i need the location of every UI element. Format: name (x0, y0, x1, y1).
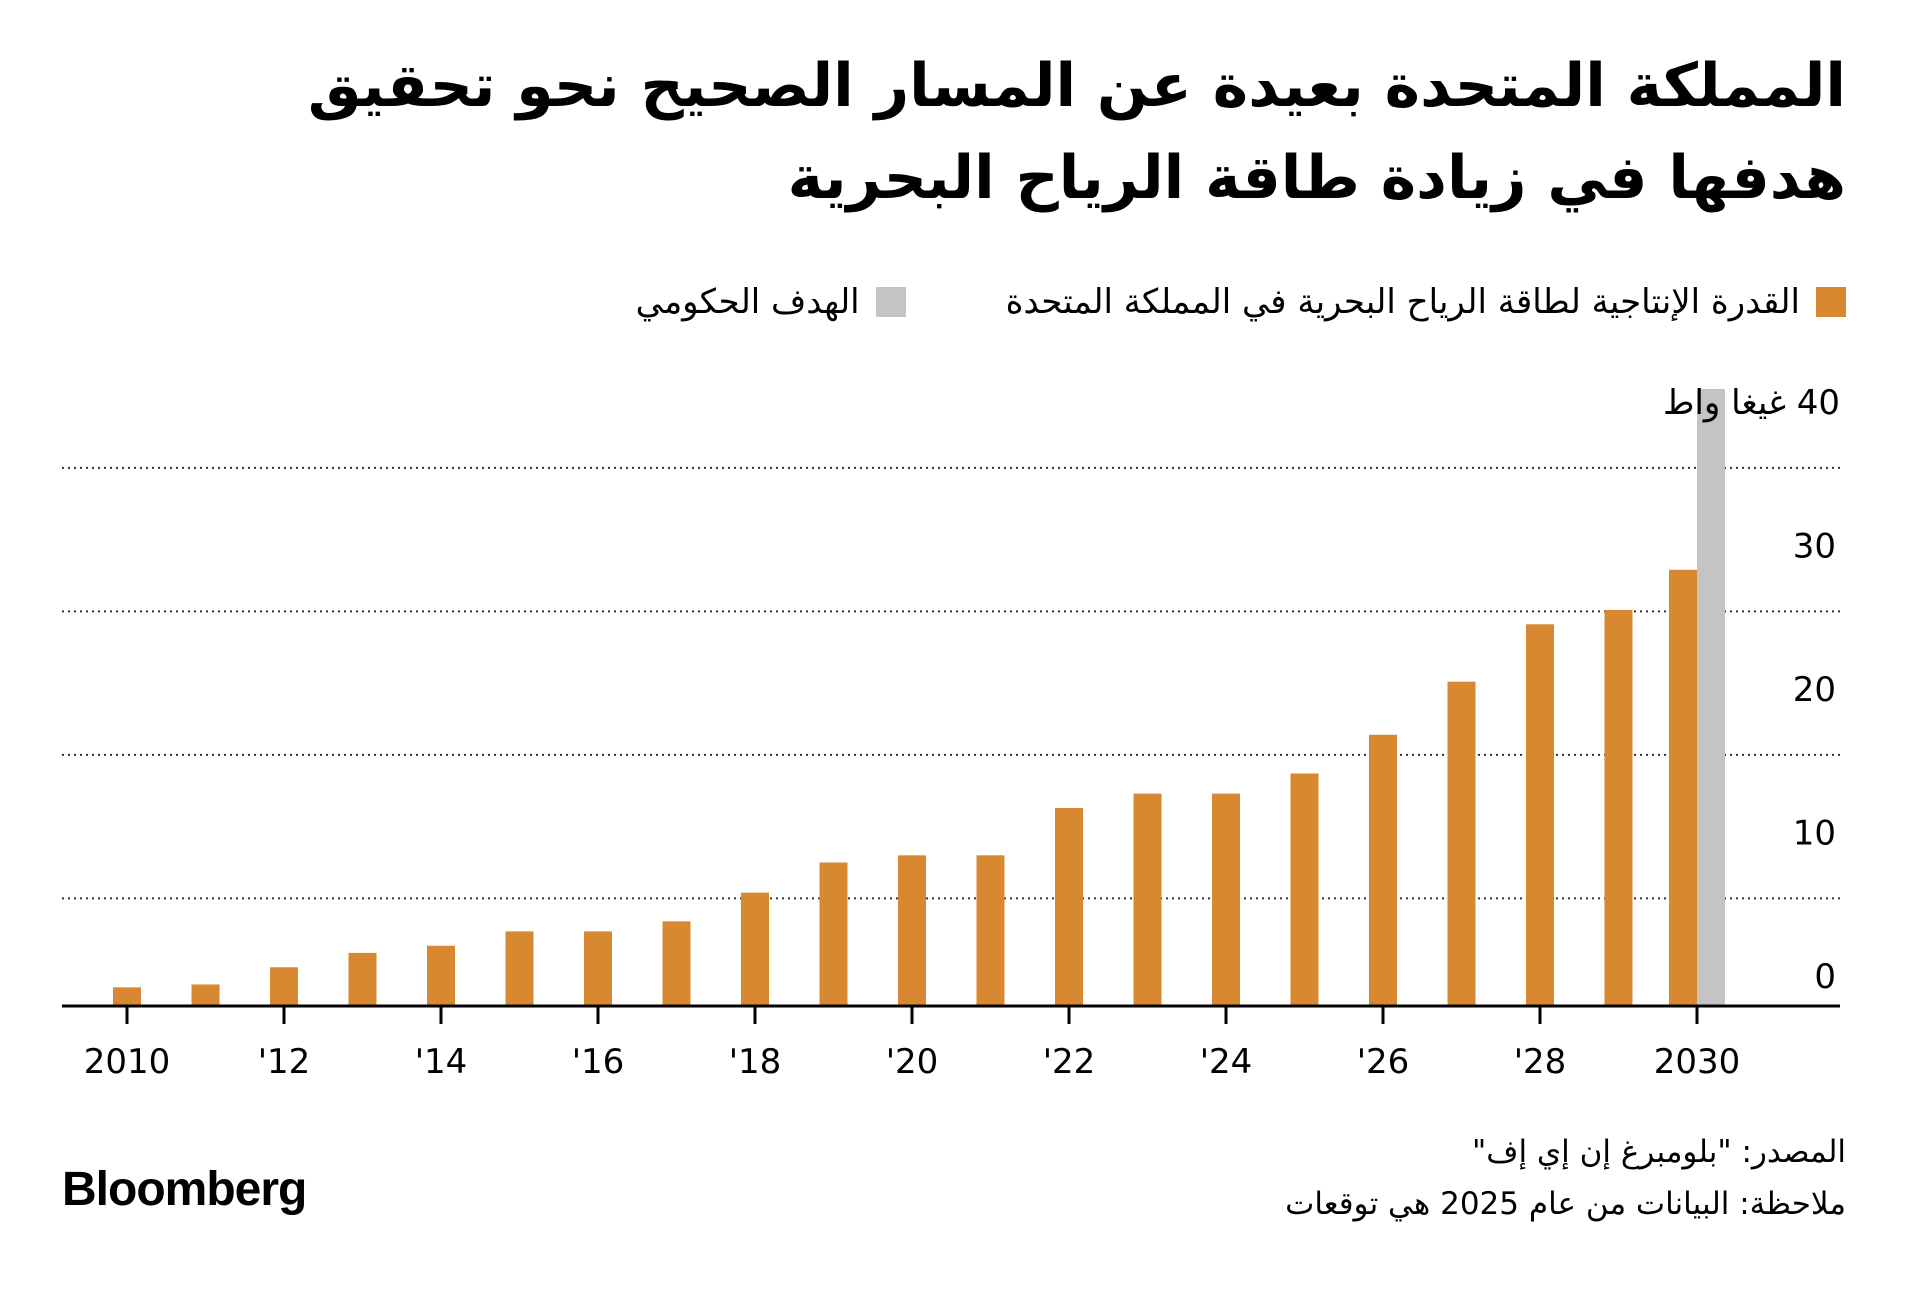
bar-2025 (1290, 773, 1319, 1006)
bar-2018 (741, 892, 769, 1006)
bloomberg-logo: Bloomberg (62, 1163, 307, 1216)
x-tick-label-5: '20 (886, 1042, 939, 1082)
legend-swatch-target (875, 287, 906, 317)
x-tick-label-2: '14 (415, 1042, 468, 1082)
footer-notes: المصدر: "بلومبرغ إن إي إف" ملاحظة: البيا… (1285, 1126, 1846, 1230)
bar-2023 (1133, 793, 1162, 1006)
bar-2013 (348, 952, 377, 1006)
legend-item-target: الهدف الحكومي (636, 282, 906, 322)
forecast-note: ملاحظة: البيانات من عام 2025 هي توقعات (1285, 1186, 1846, 1222)
bar-2017 (662, 921, 691, 1006)
chart-title: المملكة المتحدة بعيدة عن المسار الصحيح ن… (46, 40, 1847, 224)
chart-title-line-2: هدفها في زيادة طاقة الرياح البحرية (787, 143, 1847, 213)
x-tick-label-4: '18 (729, 1042, 782, 1082)
x-tick-label-10: 2030 (1654, 1042, 1741, 1082)
x-tick-label-8: '26 (1357, 1042, 1410, 1082)
bar-2010 (113, 987, 141, 1006)
bar-2014 (427, 945, 455, 1006)
bar-2024 (1212, 793, 1240, 1006)
bar-2022 (1055, 807, 1083, 1006)
bar-2021 (976, 855, 1005, 1006)
x-tick-label-3: '16 (572, 1042, 625, 1082)
x-tick-label-7: '24 (1200, 1042, 1253, 1082)
bar-target-2030 (1697, 388, 1725, 1006)
x-tick-label-1: '12 (258, 1042, 311, 1082)
bar-2030 (1669, 569, 1697, 1006)
bar-2019 (819, 862, 848, 1006)
chart-title-line-1: المملكة المتحدة بعيدة عن المسار الصحيح ن… (307, 51, 1847, 121)
x-tick-label-6: '22 (1043, 1042, 1096, 1082)
x-tick-label-9: '28 (1514, 1042, 1567, 1082)
legend-label-target: الهدف الحكومي (635, 282, 860, 322)
bar-2015 (505, 931, 534, 1006)
bar-2020 (898, 855, 926, 1006)
source-note: المصدر: "بلومبرغ إن إي إف" (1472, 1134, 1846, 1170)
bar-2012 (270, 967, 298, 1006)
y-tick-label-30: 30 (1793, 527, 1836, 567)
bar-2026 (1369, 734, 1397, 1006)
bar-2029 (1604, 609, 1633, 1006)
legend-swatch-capacity (1816, 287, 1846, 317)
y-tick-label-0: 0 (1814, 957, 1836, 997)
y-tick-label-40: 40 غيغا واط (1663, 383, 1840, 423)
y-tick-label-20: 20 (1793, 670, 1836, 710)
bar-2011 (191, 984, 220, 1006)
y-tick-label-10: 10 (1793, 814, 1836, 854)
chart-legend: القدرة الإنتاجية لطاقة الرياح البحرية في… (636, 282, 1846, 322)
bar-2016 (584, 931, 612, 1006)
bar-2027 (1447, 681, 1476, 1006)
bar-2028 (1526, 624, 1554, 1006)
legend-item-capacity: القدرة الإنتاجية لطاقة الرياح البحرية في… (1006, 282, 1846, 322)
x-tick-label-0: 2010 (84, 1042, 171, 1082)
legend-label-capacity: القدرة الإنتاجية لطاقة الرياح البحرية في… (1005, 282, 1800, 322)
